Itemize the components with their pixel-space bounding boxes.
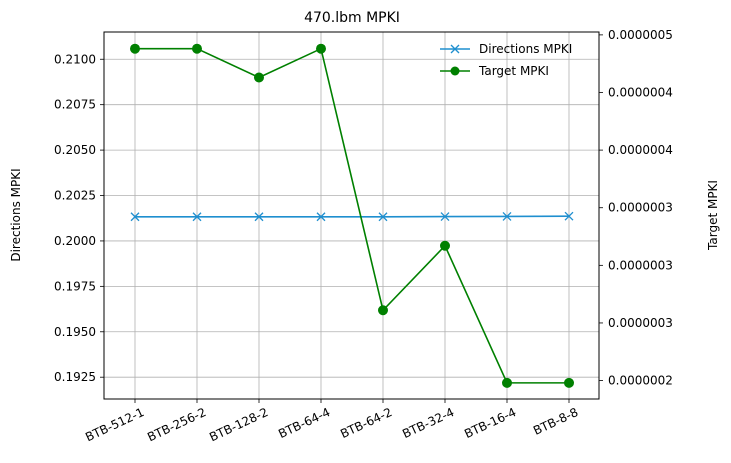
left-y-tick-label: 0.2075 [54, 98, 96, 112]
legend: Directions MPKI Target MPKI [440, 42, 572, 78]
data-point [254, 212, 264, 222]
marker-stroke [254, 212, 264, 222]
marker-stroke [378, 212, 388, 222]
x-tick-label: BTB-64-4 [276, 405, 332, 441]
right-y-tick-label: 0.0000004 [608, 143, 673, 157]
x-tick-label: BTB-256-2 [145, 405, 208, 444]
x-tick-label: BTB-512-1 [83, 405, 146, 444]
data-point [502, 211, 512, 221]
data-point [440, 240, 450, 251]
left-y-tick-label: 0.2050 [54, 143, 96, 157]
data-point [502, 377, 512, 388]
data-point [378, 212, 388, 222]
data-point [192, 43, 202, 54]
series-line-1 [135, 47, 569, 384]
left-axis-label: Directions MPKI [9, 168, 23, 261]
data-point [316, 212, 326, 222]
data-point [378, 305, 388, 316]
marker-stroke [130, 212, 140, 222]
data-point [130, 43, 140, 54]
marker-stroke [564, 211, 574, 221]
x-tick-label: BTB-128-2 [207, 405, 270, 444]
marker-stroke [316, 212, 326, 222]
data-point [130, 212, 140, 222]
marker-stroke [440, 212, 450, 222]
left-y-axis: 0.1925 0.1950 0.1975 0.2000 0.2025 0.2050 0.20… [54, 52, 104, 384]
data-point [254, 72, 264, 83]
x-tick-label: BTB-8-8 [531, 405, 580, 438]
data-point [564, 377, 574, 388]
left-y-tick-label: 0.1925 [54, 370, 96, 384]
chart-title: 470.lbm MPKI [304, 10, 400, 26]
right-y-tick-label: 0.0000003 [608, 258, 673, 272]
left-y-tick-label: 0.2100 [54, 52, 96, 66]
left-y-tick-label: 0.2000 [54, 234, 96, 248]
left-y-tick-label: 0.1975 [54, 279, 96, 293]
right-y-tick-label: 0.0000003 [608, 316, 673, 330]
legend-label: Directions MPKI [479, 42, 572, 56]
x-tick-label: BTB-64-2 [338, 405, 394, 441]
legend-marker [450, 66, 460, 76]
data-point [192, 212, 202, 222]
series-layer [130, 43, 574, 388]
plot-area [103, 31, 600, 400]
x-tick-label: BTB-32-4 [400, 405, 456, 441]
left-y-tick-label: 0.1950 [54, 325, 96, 339]
right-y-tick-label: 0.0000002 [608, 374, 673, 388]
data-point [440, 212, 450, 222]
right-y-tick-label: 0.0000004 [608, 85, 673, 99]
marker-stroke [502, 211, 512, 221]
x-tick-label: BTB-16-4 [462, 405, 518, 441]
data-point [316, 43, 326, 54]
left-y-tick-label: 0.2025 [54, 189, 96, 203]
right-y-tick-label: 0.0000003 [608, 201, 673, 215]
legend-marker [450, 44, 460, 54]
legend-label: Target MPKI [478, 64, 549, 78]
right-y-tick-label: 0.0000005 [608, 28, 673, 42]
grid [104, 32, 599, 399]
series-line-0 [135, 215, 570, 218]
right-axis-label: Target MPKI [706, 180, 720, 251]
marker-stroke [192, 212, 202, 222]
data-point [564, 211, 574, 221]
right-y-axis: 0.0000002 0.0000003 0.0000003 0.0000003 0.00… [599, 28, 673, 388]
